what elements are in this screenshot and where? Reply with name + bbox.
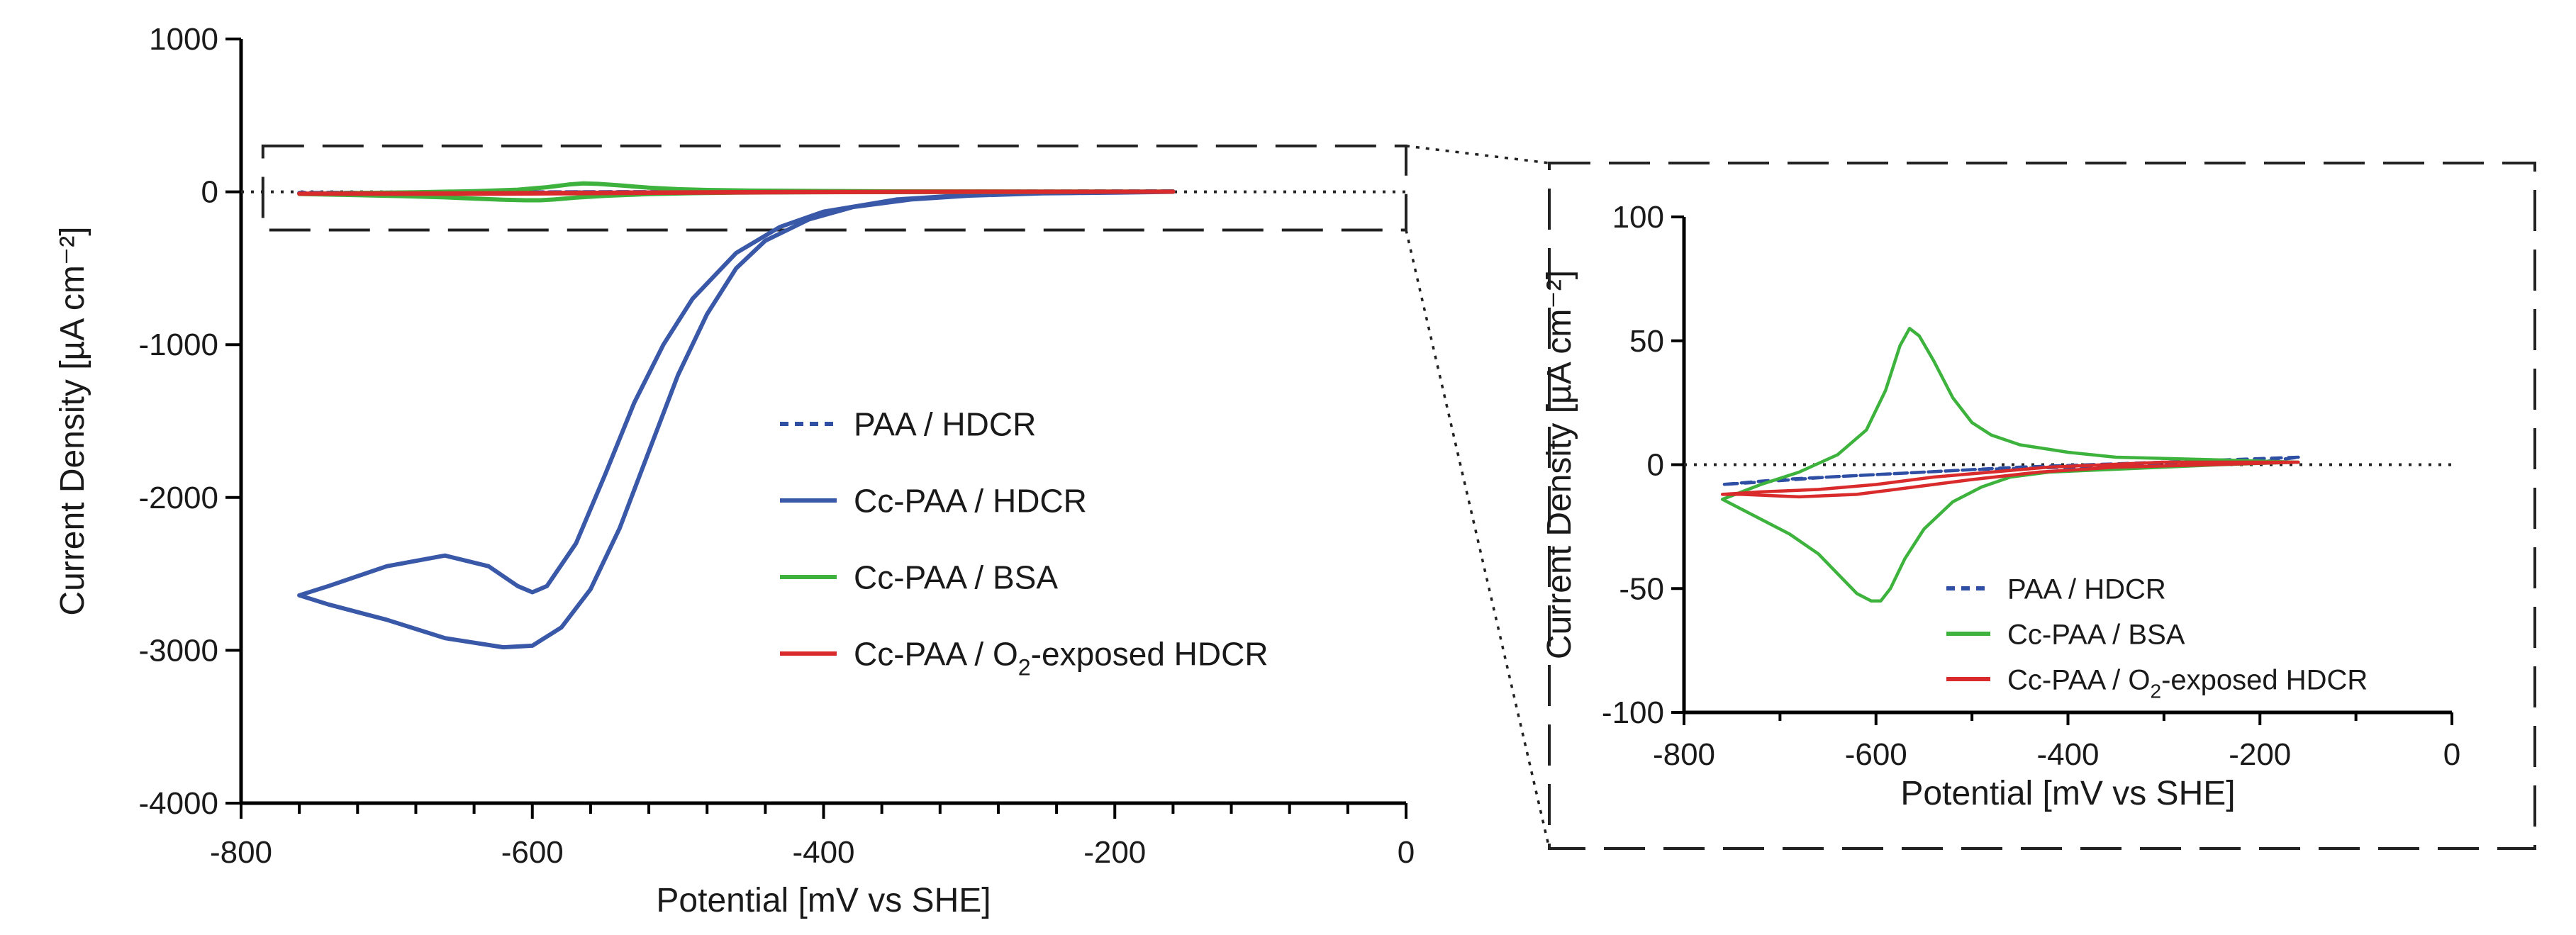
x-tick-label: -400	[2036, 737, 2099, 772]
series-line-cc-paa-bsa	[1720, 327, 2300, 603]
legend-label: Cc-PAA / O2-exposed HDCR	[854, 636, 1269, 681]
legend-label-text: Cc-PAA / BSA	[2007, 619, 2185, 650]
y-tick-label: 50	[1629, 324, 1664, 359]
legend-label-text: Cc-PAA / BSA	[854, 559, 1058, 596]
y-tick-label: -3000	[138, 633, 218, 668]
y-tick-label: 0	[1647, 448, 1664, 483]
series-line-cc-paa-hdcr	[297, 189, 1176, 650]
inset-chart: -800 -600 -400 -200 0 -100 -50 0 50 100 Potential …	[1541, 162, 2536, 850]
inset-frame	[1548, 162, 2536, 850]
legend-label: PAA / HDCR	[854, 406, 1036, 443]
legend-label-rest: -exposed HDCR	[2161, 664, 2368, 695]
legend-label-text: PAA / HDCR	[854, 406, 1036, 443]
y-tick-label: -50	[1619, 571, 1664, 606]
legend-label: Cc-PAA / BSA	[2007, 619, 2185, 650]
y-axis-title: Current Density [µA cm⁻²]	[54, 226, 91, 615]
x-tick-label: -600	[1845, 737, 1907, 772]
y-tick-label: -1000	[138, 327, 218, 362]
legend-label-text: Cc-PAA / HDCR	[854, 483, 1087, 520]
legend-label-subscript: 2	[2151, 680, 2162, 702]
legend-label: Cc-PAA / BSA	[854, 559, 1058, 596]
x-axis-title: Potential [mV vs SHE]	[656, 882, 991, 919]
legend-label: Cc-PAA / O2-exposed HDCR	[2007, 664, 2368, 702]
legend-label: Cc-PAA / HDCR	[854, 483, 1087, 520]
x-tick-label: -800	[1653, 737, 1715, 772]
x-tick-label: 0	[1398, 835, 1415, 870]
y-axis-title: Current Density [µA cm⁻²]	[1541, 270, 1578, 659]
zoom-connectors	[1405, 145, 1551, 849]
series-line-cc-paa-o2-exposed-hdcr	[297, 189, 1176, 196]
y-tick-label: -100	[1602, 695, 1664, 730]
main-chart: -800 -600 -400 -200 0-4000-3000-2000-1000010…	[54, 22, 1415, 919]
connector-bottom	[1405, 230, 1551, 849]
y-tick-label: -2000	[138, 481, 218, 515]
legend-label: PAA / HDCR	[2007, 573, 2166, 605]
y-tick-label: 1000	[149, 22, 218, 57]
y-tick-label: -4000	[138, 786, 218, 821]
x-tick-label: -200	[1083, 835, 1146, 870]
x-tick-label: -200	[2229, 737, 2291, 772]
y-tick-label: 100	[1612, 200, 1664, 235]
x-tick-label: -400	[792, 835, 854, 870]
legend-label-rest: -exposed HDCR	[1031, 636, 1269, 673]
x-tick-label: -800	[210, 835, 272, 870]
legend-label-text: Cc-PAA / O	[2007, 664, 2151, 695]
legend-label-text: Cc-PAA / O	[854, 636, 1018, 673]
legend-label-text: PAA / HDCR	[2007, 573, 2166, 605]
legend-label-subscript: 2	[1018, 654, 1031, 680]
zoom-region-box	[261, 144, 1407, 232]
x-axis-title: Potential [mV vs SHE]	[1900, 775, 2235, 812]
connector-top	[1405, 145, 1550, 164]
x-tick-label: 0	[2443, 737, 2460, 772]
y-tick-label: 0	[201, 175, 218, 210]
series-line-cc-paa-o2-exposed-hdcr	[1720, 460, 2300, 499]
x-tick-label: -600	[501, 835, 564, 870]
